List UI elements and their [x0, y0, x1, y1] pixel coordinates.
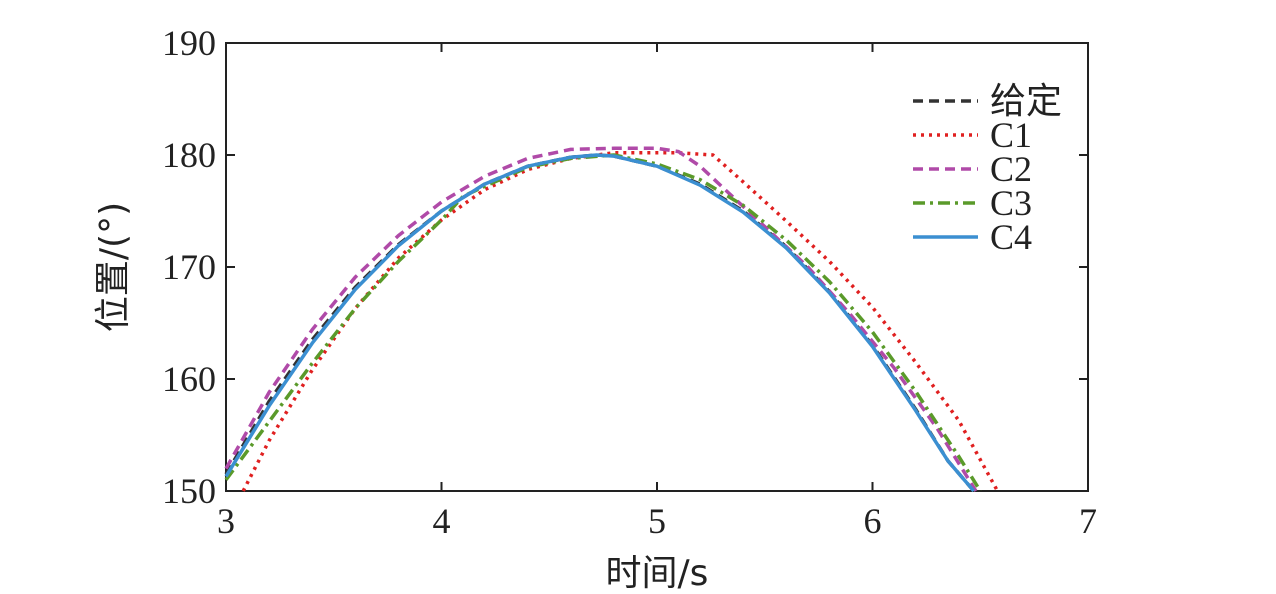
- y-axis-title: 位置/(°): [93, 202, 134, 332]
- legend-label: C1: [990, 115, 1032, 155]
- series-line-4: [224, 153, 982, 492]
- series-line-3: [224, 146, 978, 492]
- y-tick-label: 150: [162, 471, 216, 511]
- x-axis-title: 时间/s: [606, 553, 709, 594]
- x-tick-label: 7: [1079, 501, 1097, 541]
- plot-frame: [225, 42, 1089, 492]
- y-tick-label: 160: [162, 359, 216, 399]
- series-line-2: [241, 151, 1000, 492]
- x-tick-label: 6: [864, 501, 882, 541]
- legend-label: C2: [990, 149, 1032, 189]
- y-tick-label: 170: [162, 247, 216, 287]
- legend-label: C4: [990, 217, 1032, 257]
- y-tick-label: 180: [162, 135, 216, 175]
- y-tick-label: 190: [162, 23, 216, 63]
- legend-label: 给定: [990, 81, 1062, 121]
- series-line-5: [224, 153, 976, 493]
- x-tick-label: 4: [433, 501, 451, 541]
- x-tick-label: 5: [648, 501, 666, 541]
- legend-label: C3: [990, 183, 1032, 223]
- x-axis: 3 4 5 6 7: [217, 43, 1097, 541]
- series-line-1: [224, 153, 976, 493]
- plot-area: 3 4 5 6 7 150 160 170 180 190: [162, 23, 1097, 541]
- x-tick-label: 3: [217, 501, 235, 541]
- y-axis: 150 160 170 180 190: [162, 23, 1088, 511]
- series-layer: [224, 146, 1000, 493]
